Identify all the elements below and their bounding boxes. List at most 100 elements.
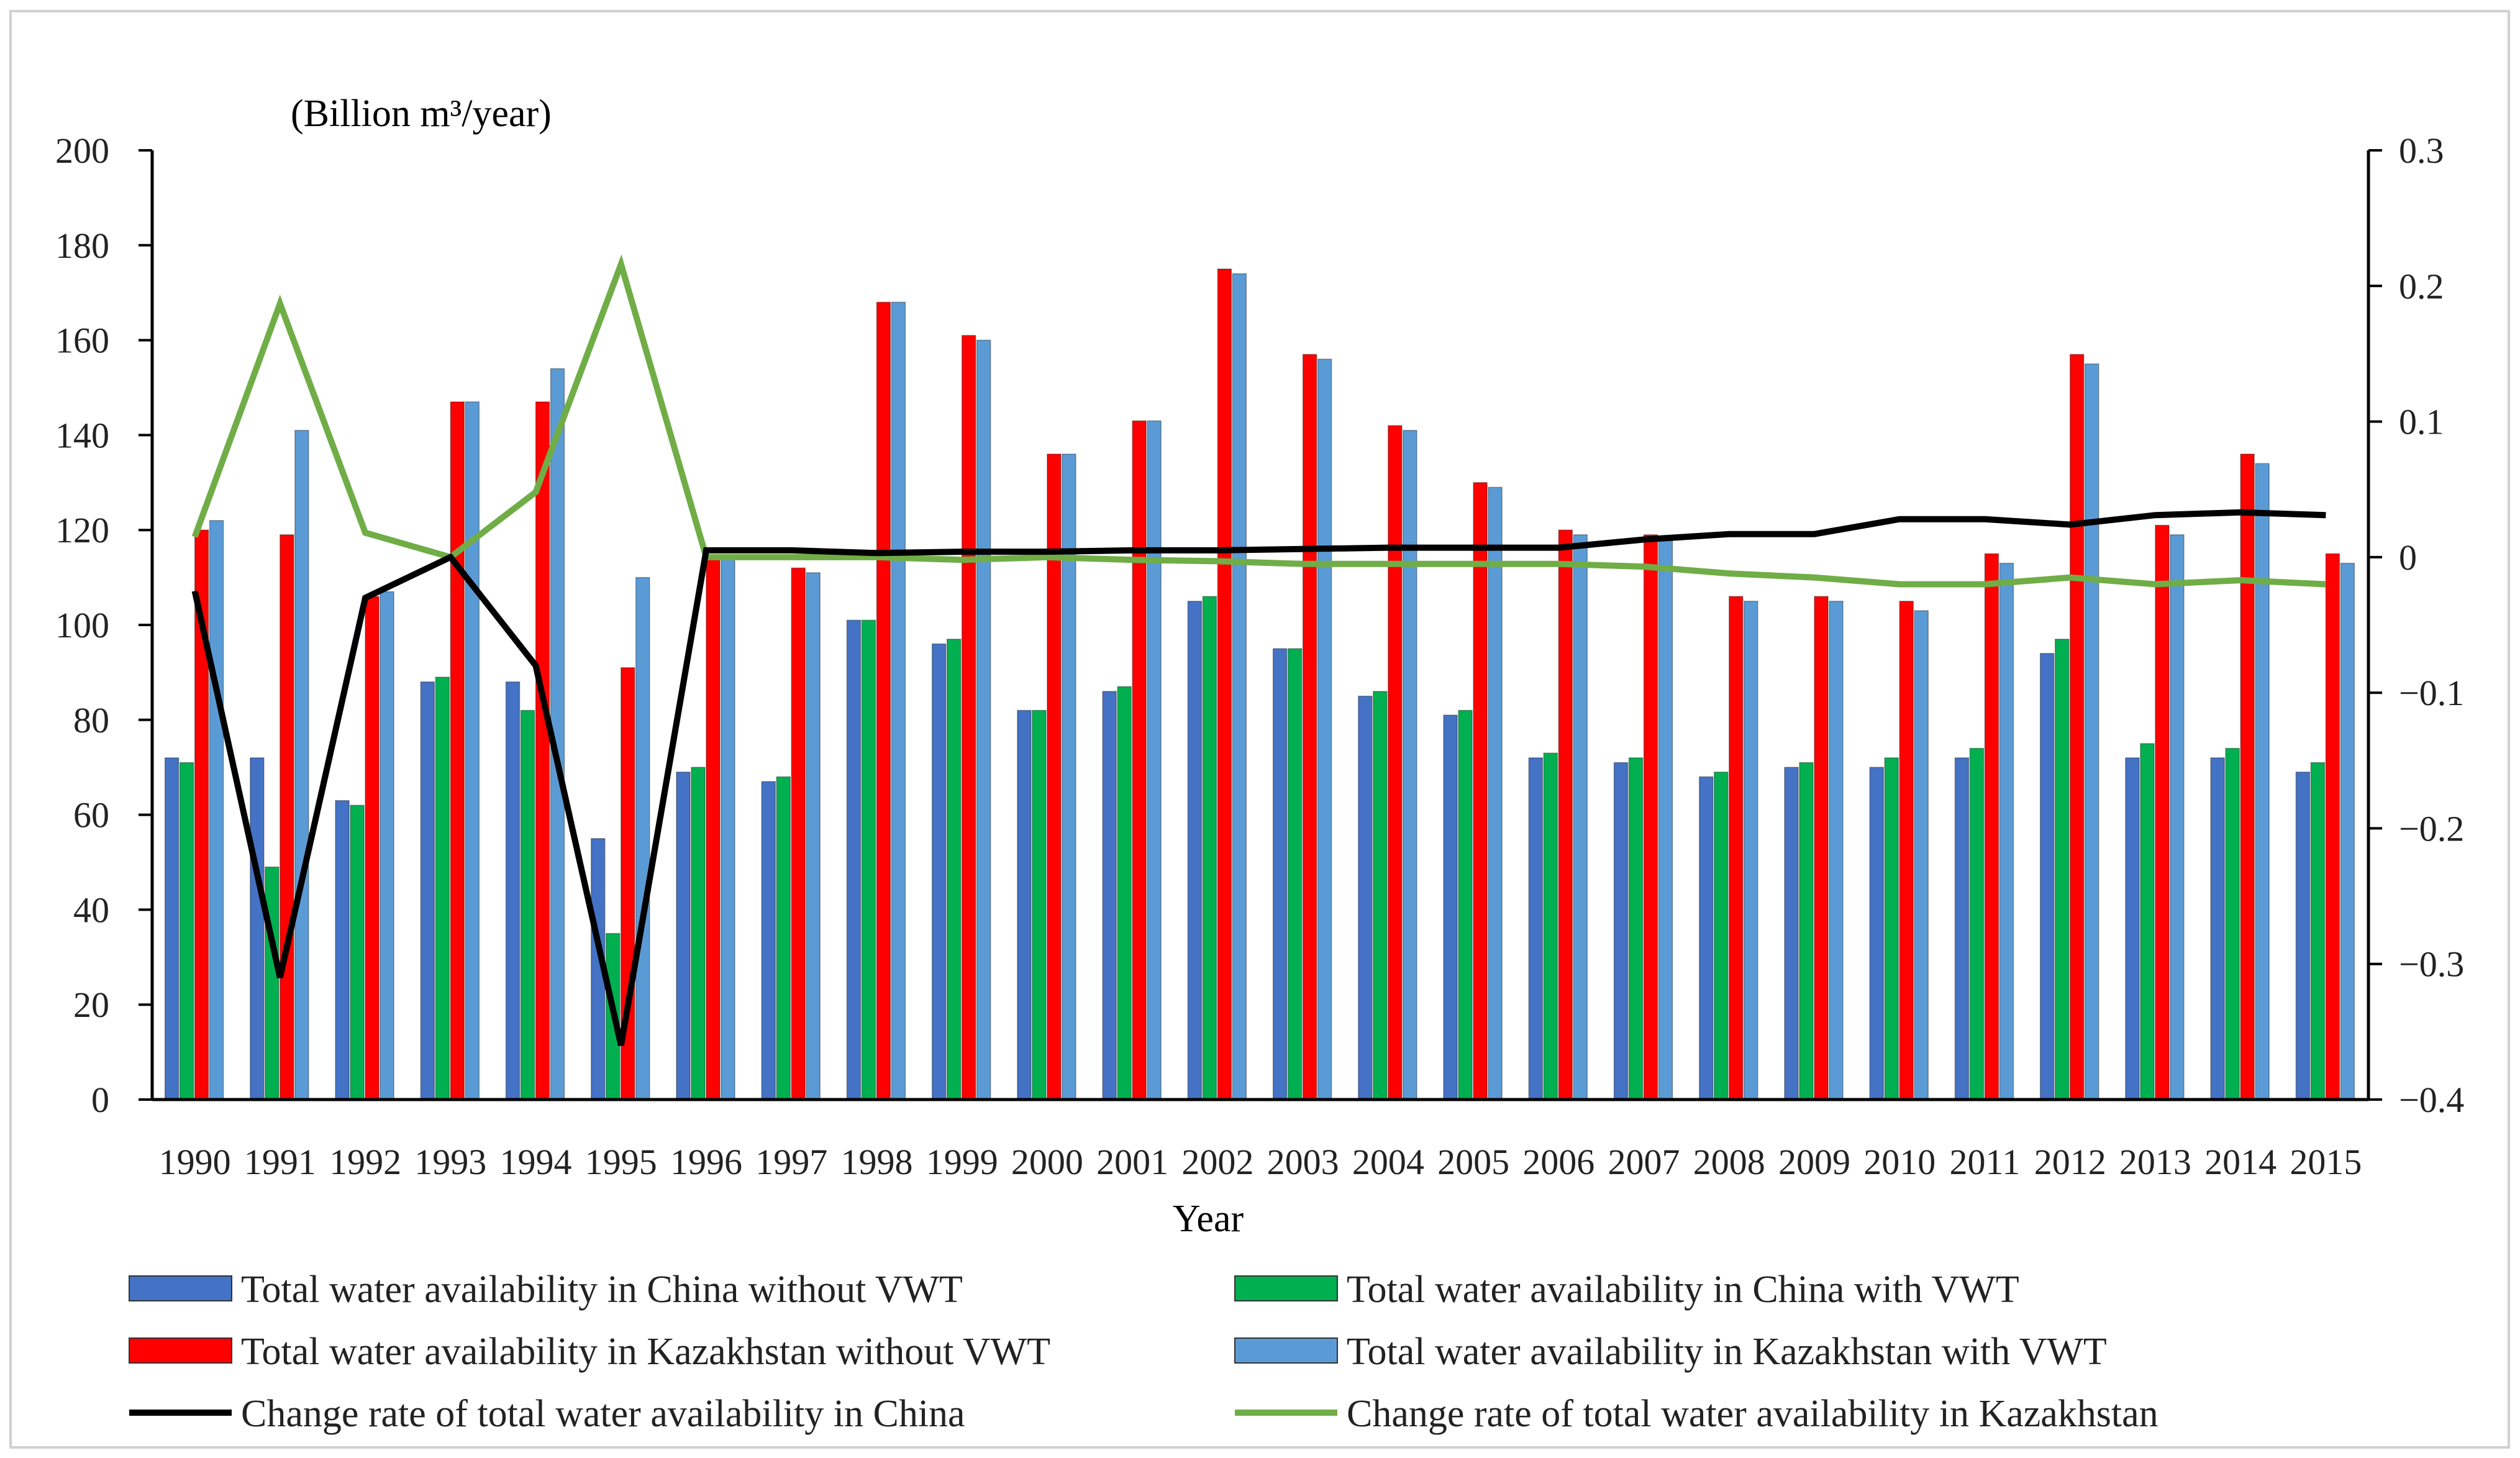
y-tick-label: 160 xyxy=(55,321,109,361)
bar-2 xyxy=(691,767,706,1100)
y-tick-label: 20 xyxy=(73,985,109,1025)
legend-label: Total water availability in Kazakhstan w… xyxy=(241,1331,1050,1373)
bar-1 xyxy=(164,757,180,1100)
bar-2 xyxy=(2054,639,2070,1100)
legend-item: Change rate of total water availability … xyxy=(1235,1393,2158,1435)
bar-4 xyxy=(1829,601,1844,1100)
bar-1 xyxy=(2210,757,2225,1100)
bar-4 xyxy=(2170,534,2185,1100)
x-tick-label: 2000 xyxy=(1011,1142,1083,1182)
bar-2 xyxy=(520,709,535,1100)
bar-3 xyxy=(1643,534,1658,1100)
legend-label: Change rate of total water availability … xyxy=(241,1393,965,1435)
bar-1 xyxy=(761,781,776,1100)
bar-3 xyxy=(280,534,294,1100)
legend-item: Total water availability in China withou… xyxy=(129,1269,963,1311)
bar-2 xyxy=(1032,709,1047,1100)
x-tick-label: 2002 xyxy=(1181,1142,1253,1182)
bar-1 xyxy=(505,681,521,1100)
y2-tick-label: −0.4 xyxy=(2399,1080,2464,1120)
x-tick-label: 2005 xyxy=(1437,1142,1509,1182)
legend-swatch xyxy=(1234,1337,1338,1364)
bar-1 xyxy=(250,757,265,1100)
bar-4 xyxy=(635,576,650,1100)
y-tick-label: 200 xyxy=(55,130,109,171)
bar-4 xyxy=(1147,420,1162,1100)
x-tick-label: 1993 xyxy=(414,1142,486,1182)
bar-1 xyxy=(335,800,350,1100)
bar-1 xyxy=(1784,767,1799,1100)
bar-2 xyxy=(1202,596,1217,1100)
y-tick-label: 80 xyxy=(73,700,109,740)
bar-1 xyxy=(1102,691,1117,1100)
series-line-1 xyxy=(191,509,2326,1046)
legend-item: Total water availability in Kazakhstan w… xyxy=(1234,1331,2107,1373)
bar-2 xyxy=(1287,648,1303,1100)
series-line-2 xyxy=(191,254,2326,588)
y-axis-title: (Billion m³/year) xyxy=(291,93,552,135)
legend-item: Total water availability in China with V… xyxy=(1234,1269,2019,1311)
legend-swatch xyxy=(129,1337,232,1364)
bar-1 xyxy=(1528,757,1544,1100)
x-tick-label: 2014 xyxy=(2204,1142,2277,1182)
x-tick-label: 1995 xyxy=(585,1142,657,1182)
x-tick-label: 2009 xyxy=(1778,1142,1850,1182)
x-tick-label: 2011 xyxy=(1950,1142,2021,1182)
bar-4 xyxy=(2255,463,2270,1100)
bar-2 xyxy=(435,677,450,1100)
bar-3 xyxy=(791,567,806,1100)
x-tick-label: 2006 xyxy=(1522,1142,1594,1182)
x-tick-label: 1996 xyxy=(670,1142,742,1182)
y-tick-label: 180 xyxy=(55,226,109,266)
y2-tick-label: 0.3 xyxy=(2399,130,2444,171)
bar-2 xyxy=(1373,691,1388,1100)
bar-1 xyxy=(676,772,691,1100)
bar-2 xyxy=(1714,772,1729,1100)
bar-2 xyxy=(1799,762,1814,1100)
bar-2 xyxy=(776,776,791,1100)
bar-3 xyxy=(961,335,976,1100)
bar-2 xyxy=(1458,709,1473,1100)
bar-3 xyxy=(2069,353,2085,1100)
bar-2 xyxy=(1543,752,1558,1100)
x-tick-label: 2003 xyxy=(1267,1142,1339,1182)
y2-tick-label: 0.2 xyxy=(2399,266,2444,306)
lines-group xyxy=(191,254,2326,1046)
bar-2 xyxy=(179,762,194,1100)
bar-3 xyxy=(535,401,550,1100)
bar-3 xyxy=(876,301,891,1100)
bar-4 xyxy=(1317,358,1332,1100)
bar-3 xyxy=(1729,596,1744,1100)
bar-1 xyxy=(1272,648,1288,1100)
x-tick-label: 2015 xyxy=(2290,1142,2362,1182)
bar-4 xyxy=(1914,610,1929,1100)
bar-3 xyxy=(1217,268,1232,1100)
bar-3 xyxy=(1814,596,1829,1100)
x-tick-label: 1997 xyxy=(755,1142,827,1182)
x-tick-label: 2013 xyxy=(2119,1142,2191,1182)
bar-3 xyxy=(1473,482,1488,1100)
bar-3 xyxy=(706,558,721,1100)
bar-1 xyxy=(2295,772,2311,1100)
bar-2 xyxy=(946,639,962,1100)
bar-2 xyxy=(861,619,876,1100)
bar-3 xyxy=(2325,553,2340,1100)
bar-3 xyxy=(1984,553,1999,1100)
y-ticks-left: 0 20 40 60 80 100 120 140 160 180 200 xyxy=(55,130,152,1120)
bar-2 xyxy=(2310,762,2326,1100)
bar-4 xyxy=(380,591,394,1100)
bar-3 xyxy=(1388,425,1403,1100)
bar-4 xyxy=(2084,363,2099,1100)
bar-1 xyxy=(2039,653,2055,1100)
legend-label: Total water availability in China withou… xyxy=(241,1269,963,1311)
bar-1 xyxy=(846,619,862,1100)
x-tick-label: 1999 xyxy=(926,1142,998,1182)
bar-1 xyxy=(1358,695,1373,1100)
bar-4 xyxy=(891,301,906,1100)
x-tick-label: 1991 xyxy=(244,1142,316,1182)
bar-4 xyxy=(1658,539,1673,1100)
bar-4 xyxy=(465,401,480,1100)
y-tick-label: 60 xyxy=(73,795,109,836)
bar-1 xyxy=(1699,776,1714,1100)
